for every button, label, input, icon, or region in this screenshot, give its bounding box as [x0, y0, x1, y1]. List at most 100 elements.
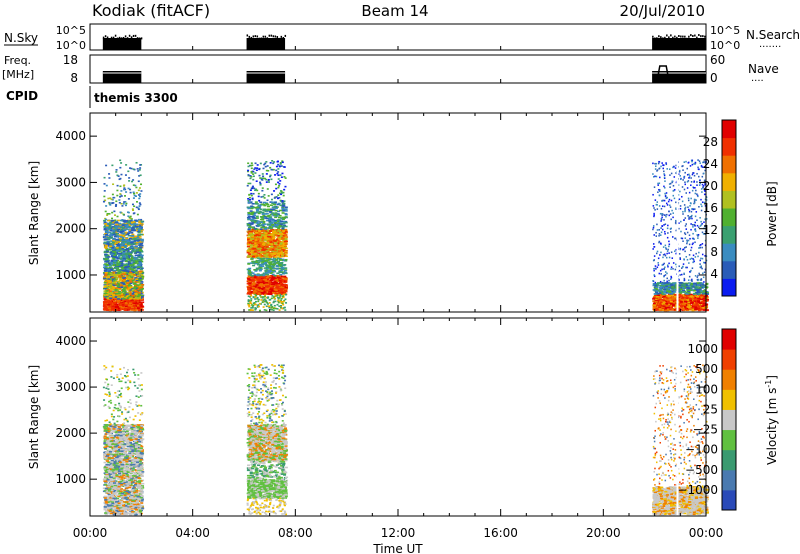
heatmap-cell: [284, 243, 288, 246]
heatmap-cell: [129, 286, 133, 288]
heatmap-cell: [109, 300, 113, 303]
heatmap-cell: [277, 247, 281, 249]
heatmap-cell: [283, 270, 287, 272]
heatmap-cell: [108, 281, 112, 284]
heatmap-cell: [106, 276, 110, 278]
heatmap-cell: [282, 209, 286, 212]
heatmap-cell: [255, 234, 259, 236]
heatmap-cell: [130, 231, 134, 234]
heatmap-cell: [275, 187, 278, 190]
heatmap-cell: [250, 213, 254, 216]
heatmap-cell: [103, 303, 107, 306]
heatmap-cell: [106, 309, 110, 312]
heatmap-cell: [252, 279, 256, 282]
heatmap-cell: [268, 306, 271, 309]
heatmap-cell: [107, 271, 111, 274]
heatmap-cell: [265, 283, 269, 286]
heatmap-cell: [247, 165, 250, 168]
heatmap-cell: [264, 228, 268, 230]
heatmap-cell: [260, 216, 264, 218]
heatmap-cell: [272, 301, 275, 304]
heatmap-cell: [268, 258, 272, 260]
heatmap-cell: [119, 279, 123, 282]
heatmap-cell: [134, 290, 138, 292]
heatmap-cell: [109, 283, 113, 286]
heatmap-cell: [119, 159, 122, 162]
heatmap-cell: [284, 252, 288, 255]
heatmap-cell: [247, 162, 250, 165]
heatmap-cell: [119, 300, 123, 303]
heatmap-cell: [102, 200, 105, 203]
heatmap-cell: [117, 309, 121, 312]
heatmap-cell: [279, 180, 282, 182]
heatmap-cell: [105, 249, 109, 251]
heatmap-cell: [107, 286, 111, 289]
heatmap-cell: [132, 191, 135, 194]
heatmap-cell: [113, 294, 117, 296]
heatmap-cell: [113, 252, 117, 255]
heatmap-cell: [133, 300, 137, 302]
heatmap-cell: [114, 296, 118, 298]
nsky-point: [118, 36, 121, 39]
heatmap-cell: [116, 262, 120, 265]
heatmap-cell: [273, 206, 277, 208]
heatmap-cell: [270, 234, 274, 237]
heatmap-cell: [132, 247, 136, 250]
heatmap-cell: [121, 268, 125, 270]
nsky-point: [128, 34, 131, 37]
heatmap-cell: [123, 266, 127, 269]
heatmap-cell: [133, 271, 137, 273]
heatmap-cell: [257, 280, 261, 282]
heatmap-cell: [281, 227, 285, 230]
heatmap-cell: [266, 188, 269, 190]
heatmap-cell: [120, 271, 124, 274]
heatmap-cell: [269, 166, 272, 169]
heatmap-cell: [280, 267, 284, 269]
heatmap-cell: [133, 240, 137, 242]
heatmap-cell: [103, 281, 107, 284]
heatmap-cell: [120, 284, 124, 287]
nsky-point: [126, 37, 129, 40]
heatmap-cell: [266, 303, 269, 305]
heatmap-cell: [128, 177, 131, 179]
heatmap-cell: [255, 217, 259, 219]
heatmap-cell: [126, 211, 129, 214]
nsky-point: [262, 35, 265, 38]
nsky-point: [654, 37, 656, 40]
heatmap-cell: [250, 218, 254, 221]
heatmap-cell: [248, 293, 252, 295]
heatmap-cell: [136, 262, 140, 265]
heatmap-cell: [273, 297, 276, 300]
heatmap-cell: [284, 290, 288, 293]
heatmap-cell: [139, 299, 143, 301]
heatmap-cell: [270, 283, 274, 286]
heatmap-cell: [112, 295, 116, 298]
heatmap-cell: [111, 193, 114, 196]
heatmap-cell: [122, 249, 126, 252]
heatmap-cell: [271, 221, 275, 223]
heatmap-cell: [121, 264, 125, 267]
nsky-point: [248, 35, 251, 38]
heatmap-cell: [129, 281, 133, 283]
heatmap-cell: [128, 180, 131, 182]
heatmap-cell: [141, 277, 145, 279]
heatmap-cell: [103, 195, 106, 198]
heatmap-cell: [108, 173, 111, 175]
heatmap-cell: [263, 296, 266, 298]
heatmap-cell: [281, 307, 284, 310]
heatmap-cell: [138, 277, 142, 280]
heatmap-cell: [259, 251, 263, 254]
heatmap-cell: [123, 246, 127, 249]
nsky-point: [102, 36, 105, 39]
heatmap-cell: [116, 189, 119, 192]
heatmap-cell: [138, 252, 142, 254]
heatmap-cell: [117, 292, 121, 295]
heatmap-cell: [259, 201, 263, 204]
heatmap-cell: [107, 238, 111, 241]
heatmap-cell: [110, 293, 114, 295]
heatmap-cell: [115, 246, 119, 249]
heatmap-cell: [108, 280, 112, 282]
heatmap-cell: [107, 197, 110, 200]
heatmap-cell: [270, 245, 274, 248]
heatmap-cell: [271, 276, 275, 279]
